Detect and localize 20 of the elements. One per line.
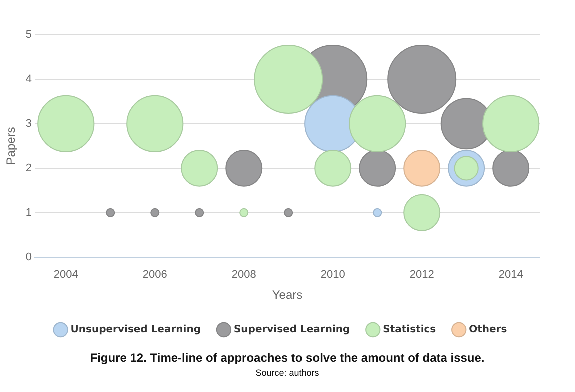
y-tick-label: 4 — [26, 74, 32, 86]
x-tick-label: 2012 — [410, 269, 434, 282]
y-tick-label: 3 — [26, 118, 32, 130]
legend-label: Others — [469, 324, 508, 336]
x-tick-label: 2008 — [232, 269, 256, 282]
legend-label: Supervised Learning — [234, 324, 350, 336]
y-tick-label: 0 — [26, 251, 32, 264]
x-tick-label: 2014 — [498, 269, 524, 282]
x-tick-label: 2010 — [320, 269, 346, 282]
source-note: Source: authors — [254, 368, 320, 378]
x-tick-label: 2006 — [142, 269, 168, 282]
legend-label: Statistics — [383, 324, 436, 336]
x-axis-title: Years — [272, 288, 303, 302]
y-tick-label: 1 — [26, 206, 32, 219]
y-axis-title: Papers — [4, 127, 18, 166]
y-tick-label: 5 — [26, 29, 32, 42]
text: Figure 12. Time-line of approaches to solve the amount of data issue. — [89, 351, 486, 365]
x-tick-label: 2004 — [54, 269, 78, 282]
legend-label: Unsupervised Learning — [70, 324, 201, 336]
y-tick-label: 2 — [26, 162, 32, 174]
